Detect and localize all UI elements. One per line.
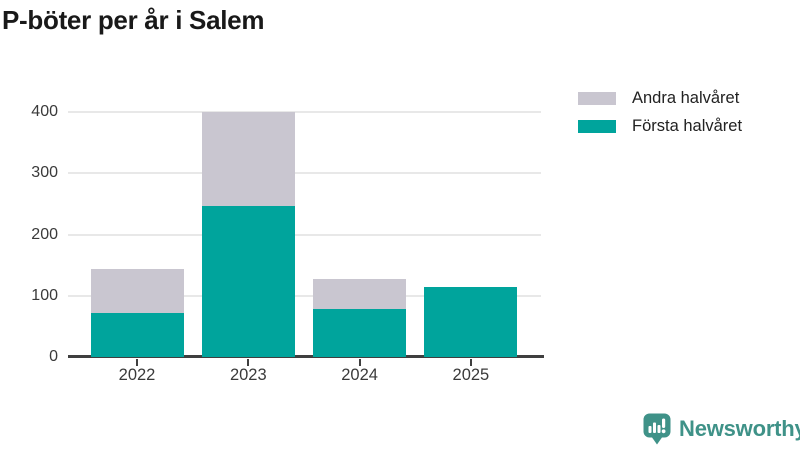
page-title: P-böter per år i Salem (2, 5, 265, 35)
x-tick-2024 (358, 359, 361, 366)
y-tick-label-0: 0 (49, 348, 58, 365)
bar-2022 (90, 112, 184, 357)
legend-label-andra-halvaret: Andra halvåret (632, 89, 740, 107)
bar-segment-2024-andra-halv-ret (313, 278, 407, 310)
legend-swatch-forsta-halvaret (578, 120, 616, 133)
legend-item-andra-halvaret: Andra halvåret (578, 88, 742, 109)
bar-segment-2024-f-rsta-halv-ret (313, 309, 407, 357)
y-tick-label-100: 100 (31, 286, 58, 304)
bar-2025 (424, 112, 518, 357)
newsworthy-logo: Newsworthy (642, 412, 800, 445)
x-tick-2022 (136, 359, 138, 366)
x-axis-line (68, 355, 544, 358)
x-tick-label-2024: 2024 (341, 366, 378, 384)
y-tick-label-200: 200 (31, 225, 58, 243)
legend: Andra halvåret Första halvåret (578, 88, 742, 144)
plot-area (68, 111, 544, 366)
bar-segment-2022-f-rsta-halv-ret (90, 312, 184, 357)
gridline-100 (68, 294, 541, 297)
bar-2023 (201, 112, 295, 357)
bar-segment-2023-f-rsta-halv-ret (201, 205, 295, 357)
newsworthy-logo-text: Newsworthy (679, 415, 800, 441)
legend-label-forsta-halvaret: Första halvåret (632, 117, 743, 135)
x-tick-label-2023: 2023 (229, 366, 267, 384)
gridline-300 (68, 172, 541, 175)
legend-item-forsta-halvaret: Första halvåret (578, 116, 742, 137)
y-tick-label-300: 300 (31, 164, 58, 182)
bar-segment-2022-andra-halv-ret (90, 269, 184, 313)
legend-swatch-andra-halvaret (578, 92, 616, 105)
gridline-400 (68, 111, 541, 113)
newsworthy-logo-icon (643, 413, 671, 445)
x-tick-label-2025: 2025 (452, 366, 490, 384)
x-tick-2023 (247, 359, 250, 366)
bar-segment-2023-andra-halv-ret (201, 112, 295, 206)
y-tick-label-400: 400 (31, 103, 58, 120)
x-tick-label-2022: 2022 (118, 366, 156, 384)
bar-segment-2025-f-rsta-halv-ret (424, 287, 518, 357)
gridline-200 (68, 233, 541, 236)
bar-2024 (313, 112, 407, 357)
x-tick-2025 (469, 359, 472, 366)
